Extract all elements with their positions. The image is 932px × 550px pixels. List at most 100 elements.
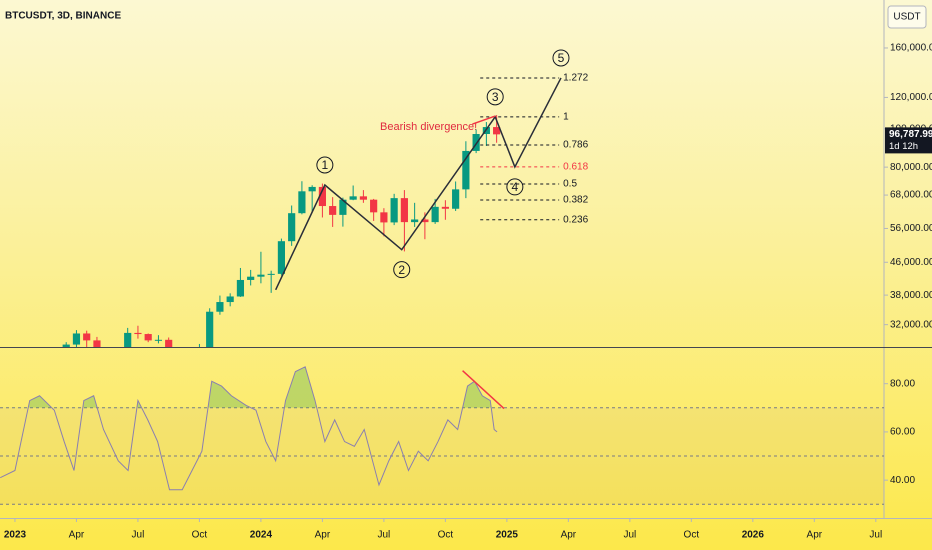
y-tick-label: 46,000.00: [890, 257, 932, 268]
candle-body: [411, 219, 419, 223]
y-tick-label: 80.00: [890, 378, 915, 389]
candle-body: [104, 353, 111, 354]
x-tick-label: Jul: [869, 530, 882, 541]
currency-button[interactable]: [887, 5, 927, 29]
last-price-label: 96,787.99: [889, 129, 932, 140]
y-tick-label: 80,000.00: [890, 162, 932, 173]
candle-body: [216, 302, 224, 312]
fib-label: 0.236: [563, 214, 588, 225]
x-tick-label: 2023: [4, 530, 27, 541]
x-tick-label: 2024: [250, 530, 273, 541]
wave-circle: [393, 261, 411, 279]
candle-body: [462, 150, 470, 190]
y-tick-label: 56,000.00: [890, 223, 932, 234]
candle-body: [339, 199, 347, 215]
candle-body: [93, 340, 101, 347]
x-tick-label: Apr: [561, 530, 577, 541]
candle-body: [134, 332, 142, 335]
y-tick-label: 160,000.00: [890, 43, 932, 54]
rsi-line: [0, 366, 498, 491]
candle-body: [62, 344, 70, 347]
x-tick-label: 2025: [496, 530, 519, 541]
candle-body: [349, 196, 357, 200]
candle-body: [144, 334, 152, 341]
fib-label: 0.786: [563, 140, 588, 151]
candle-body: [277, 241, 285, 274]
candle-body: [42, 378, 49, 391]
candle-body: [370, 199, 378, 213]
candle-body: [236, 279, 245, 297]
wave-circle: [316, 156, 334, 174]
candle-body: [72, 333, 81, 345]
candle-body: [472, 134, 480, 151]
candle-body: [83, 333, 91, 341]
candle-body: [400, 198, 408, 223]
x-tick-label: 2026: [742, 530, 765, 541]
candle-body: [288, 213, 296, 242]
currency-label[interactable]: USDT: [893, 12, 920, 23]
fib-label: 0.382: [563, 195, 588, 206]
y-tick-label: 40.00: [890, 475, 915, 486]
x-tick-label: Oct: [192, 530, 208, 541]
fib-label: 1: [563, 111, 569, 122]
candle-body: [380, 212, 388, 223]
candle-body: [359, 196, 367, 200]
candle-body: [431, 206, 439, 223]
candle-body: [421, 219, 429, 223]
candle-body: [318, 186, 326, 207]
countdown-label: 1d 12h: [889, 141, 918, 152]
pane: [0, 366, 884, 505]
y-tick-label: 32,000.00: [890, 319, 932, 330]
candle-body: [186, 354, 193, 357]
candle-body: [165, 339, 173, 347]
x-tick-label: Apr: [807, 530, 823, 541]
candle-body: [493, 127, 501, 135]
rsi-band: [0, 407, 884, 505]
wave-label: 5: [558, 51, 565, 65]
x-tick-label: Oct: [684, 530, 700, 541]
wave-label: 4: [512, 180, 519, 194]
y-tick-label: 120,000.00: [890, 92, 932, 103]
candle-body: [308, 186, 316, 192]
candle-body: [175, 357, 182, 360]
candle-body: [114, 353, 121, 363]
candle-body: [32, 381, 39, 391]
candle-body: [452, 189, 460, 209]
pane: 1.272 1 0.786 0.618 0.5 0.382 0.236 1 2 3 4 5: [22, 49, 589, 398]
x-tick-label: Jul: [623, 530, 636, 541]
last-price-box: [885, 127, 932, 154]
candle-body: [247, 276, 255, 280]
y-tick-label: 38,000.00: [890, 290, 932, 301]
candle-body: [22, 381, 29, 398]
candle-body: [226, 296, 234, 303]
wave-label: 3: [492, 90, 499, 104]
x-tick-label: Jul: [377, 530, 390, 541]
candle-body: [124, 332, 132, 347]
divergence-line: [472, 115, 496, 125]
candle-body: [298, 191, 306, 214]
divergence-line: [462, 370, 505, 410]
x-tick-label: Apr: [69, 530, 85, 541]
candle-body: [196, 354, 203, 355]
wave-circle: [506, 178, 524, 196]
wave-label: 1: [322, 158, 329, 172]
fib-label: 0.618: [563, 162, 588, 173]
candle-body: [52, 369, 59, 378]
candle-body: [267, 273, 275, 275]
y-tick-label: 68,000.00: [890, 190, 932, 201]
x-tick-label: Jul: [132, 530, 145, 541]
x-tick-label: Apr: [315, 530, 331, 541]
fib-label: 1.272: [563, 73, 588, 84]
fib-label: 0.5: [563, 179, 577, 190]
candle-body: [390, 198, 398, 223]
wave-path: [274, 77, 562, 291]
y-tick-label: 60.00: [890, 427, 915, 438]
x-tick-label: Oct: [438, 530, 454, 541]
candle-body: [329, 206, 337, 215]
wave-circle: [486, 88, 504, 106]
candle-body: [257, 274, 265, 277]
wave-label: 2: [398, 263, 405, 277]
candle-body: [206, 311, 214, 347]
wave-circle: [552, 49, 570, 67]
